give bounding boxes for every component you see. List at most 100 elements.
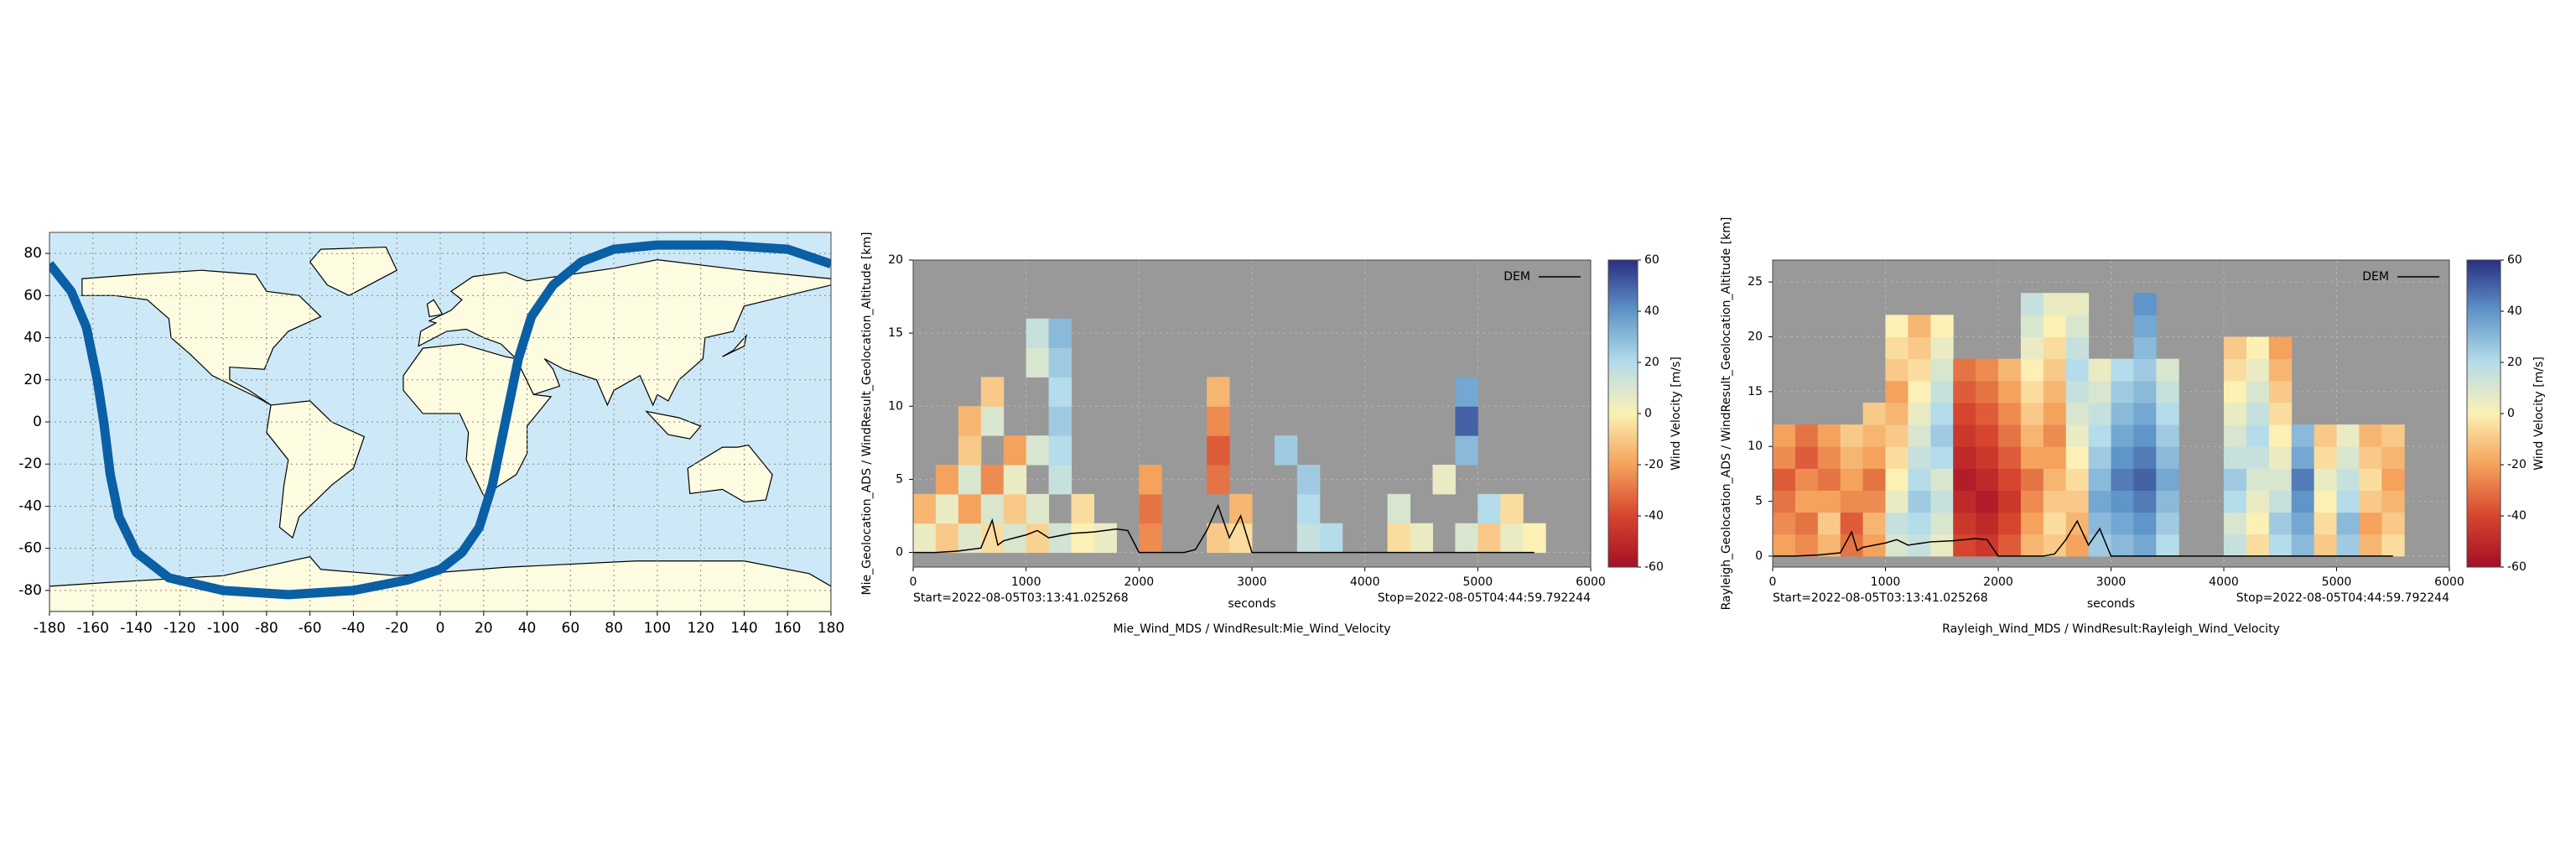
land	[309, 246, 398, 297]
y-tick-label: 60	[23, 287, 42, 304]
cell	[1817, 468, 1841, 491]
cell	[2246, 468, 2270, 491]
x-tick-label: 4000	[2209, 575, 2239, 589]
start-label: Start=2022-08-05T03:13:41.025268	[1773, 591, 1988, 605]
cell	[1976, 534, 1999, 557]
cell	[2043, 468, 2067, 491]
cell	[1998, 490, 2022, 513]
cell	[1976, 358, 1999, 382]
cell	[1794, 534, 1819, 557]
cell	[1296, 493, 1321, 524]
cell	[1908, 512, 1931, 535]
cell	[2336, 512, 2360, 535]
cell	[2065, 490, 2090, 513]
cell	[2088, 424, 2111, 447]
cell	[1908, 534, 1931, 557]
colorbar-tick-label: -40	[1644, 509, 1664, 523]
cell	[2111, 380, 2134, 403]
cell	[2133, 315, 2157, 337]
cell	[2065, 358, 2090, 382]
cell	[1998, 358, 2022, 382]
cell	[2268, 446, 2293, 469]
colorbar-tick-label: -60	[2507, 560, 2527, 574]
x-tick-label: -40	[342, 620, 366, 637]
cell	[2065, 424, 2090, 447]
cell	[1930, 358, 1954, 382]
cell	[1817, 424, 1841, 447]
cell	[1862, 402, 1886, 425]
x-tick-label: -20	[385, 620, 408, 637]
cell	[1773, 512, 1796, 535]
cell	[2314, 512, 2337, 535]
cell	[1885, 380, 1909, 403]
x-tick-label: -60	[299, 620, 322, 637]
cell	[1048, 465, 1072, 495]
cell	[2314, 424, 2337, 447]
cell	[1908, 315, 1931, 337]
x-tick-label: -80	[255, 620, 278, 637]
cell	[2224, 512, 2247, 535]
cell	[1953, 402, 1976, 425]
cell	[1794, 512, 1819, 535]
cell	[2043, 336, 2067, 360]
stop-label: Stop=2022-08-05T04:44:59.792244	[1378, 591, 1591, 605]
cell	[2156, 446, 2179, 469]
cell	[2133, 468, 2157, 491]
cell	[2133, 380, 2157, 403]
cell	[2268, 424, 2293, 447]
x-tick-label: -180	[34, 620, 66, 637]
cell	[2246, 534, 2270, 557]
stop-label: Stop=2022-08-05T04:44:59.792244	[2236, 591, 2449, 605]
cell	[1773, 534, 1796, 557]
cell	[2246, 358, 2270, 382]
cell	[2020, 358, 2044, 382]
cell	[2133, 534, 2157, 557]
y-axis-label: Mie_Geolocation_ADS / WindResult_Geoloca…	[860, 232, 874, 596]
cell	[1862, 446, 1886, 469]
cell	[1885, 490, 1909, 513]
y-tick-label: 0	[896, 546, 903, 560]
cell	[2246, 490, 2270, 513]
cell	[2381, 490, 2405, 513]
colorbar-tick-label: 40	[1644, 305, 1659, 318]
chart-title: Mie_Wind_MDS / WindResult:Mie_Wind_Veloc…	[1114, 622, 1391, 636]
cell	[2156, 424, 2179, 447]
cell	[2224, 446, 2247, 469]
colorbar-label: Wind Velocity [m/s]	[1670, 357, 1683, 471]
cell	[1840, 490, 1864, 513]
x-tick-label: 1000	[1011, 575, 1041, 589]
cell	[2088, 402, 2111, 425]
cell	[2268, 512, 2293, 535]
cell	[2020, 293, 2044, 315]
cell	[1930, 468, 1954, 491]
x-tick-label: 60	[562, 620, 580, 637]
land	[418, 259, 831, 407]
cell	[1026, 523, 1050, 554]
colorbar-tick-label: 20	[1644, 356, 1659, 369]
cell	[2381, 534, 2405, 557]
x-tick-label: 5000	[1463, 575, 1493, 589]
cell	[1817, 512, 1841, 535]
cell	[958, 406, 982, 436]
cell	[1908, 358, 1931, 382]
cell	[2314, 446, 2337, 469]
cell	[980, 406, 1005, 436]
cell	[2043, 315, 2067, 337]
cell	[1953, 512, 1976, 535]
cell	[1207, 435, 1230, 466]
cell	[2268, 468, 2293, 491]
cell	[2020, 424, 2044, 447]
y-tick-label: 20	[23, 372, 42, 388]
cell	[2291, 512, 2315, 535]
x-tick-label: 6000	[1576, 575, 1606, 589]
x-tick-label: -120	[164, 620, 196, 637]
y-tick-label: 10	[888, 399, 903, 413]
cell	[1794, 446, 1819, 469]
cell	[1885, 446, 1909, 469]
cell	[958, 465, 982, 495]
cell	[1885, 468, 1909, 491]
cell	[1885, 424, 1909, 447]
colorbar	[1607, 259, 1639, 568]
cell	[2336, 446, 2360, 469]
cell	[2133, 490, 2157, 513]
